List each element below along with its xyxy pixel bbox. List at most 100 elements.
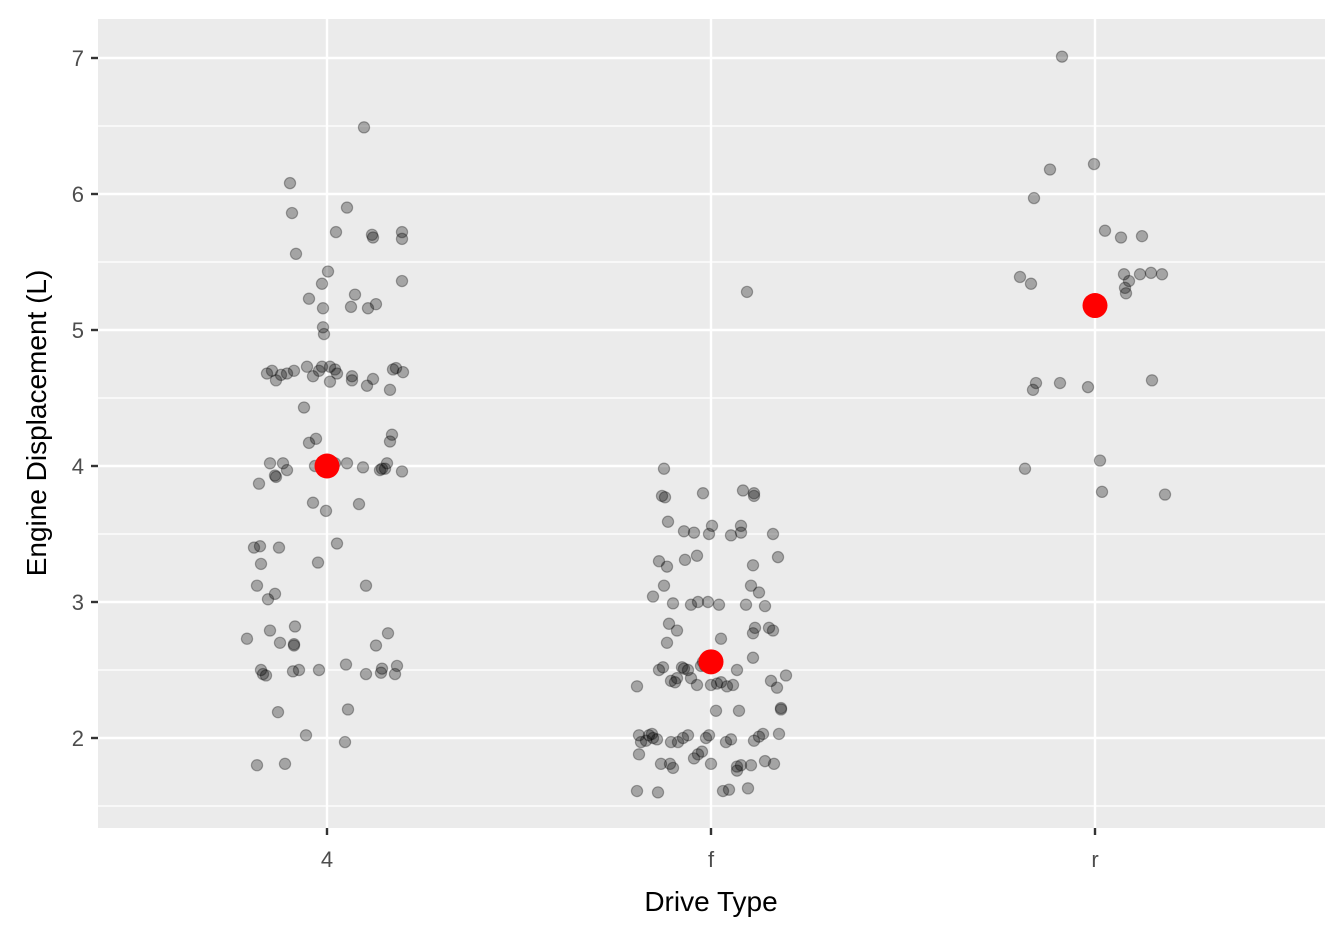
data-point — [250, 579, 264, 592]
data-point — [736, 484, 750, 497]
y-tick-label: 3 — [72, 590, 84, 615]
data-point — [766, 527, 780, 541]
data-point — [285, 206, 299, 220]
data-point — [664, 674, 678, 688]
data-point — [632, 729, 646, 742]
data-point — [366, 231, 380, 244]
data-point — [655, 489, 669, 503]
data-point — [395, 225, 409, 239]
data-point — [268, 469, 282, 482]
data-point — [662, 617, 676, 630]
data-point — [676, 731, 690, 745]
data-point — [660, 560, 674, 573]
data-point — [395, 274, 409, 288]
data-point — [1119, 287, 1133, 300]
data-point — [287, 637, 301, 651]
data-point — [670, 671, 684, 685]
data-point — [272, 541, 286, 554]
data-point — [365, 228, 379, 241]
data-point — [360, 379, 374, 392]
data-point — [756, 727, 770, 741]
data-point — [668, 676, 682, 689]
data-point — [675, 661, 689, 674]
data-point — [671, 735, 685, 749]
data-point — [1093, 454, 1107, 467]
data-point — [330, 367, 344, 380]
data-point — [383, 383, 397, 397]
data-point — [1114, 231, 1128, 244]
data-point — [252, 477, 266, 490]
y-tick-label: 5 — [72, 318, 84, 343]
data-point — [651, 786, 665, 799]
data-point — [730, 663, 744, 677]
data-point — [302, 436, 316, 450]
data-point — [657, 579, 671, 592]
data-point — [771, 550, 785, 564]
y-tick-label: 6 — [72, 182, 84, 207]
data-point — [375, 462, 389, 475]
data-point — [740, 285, 754, 299]
data-point — [739, 598, 753, 611]
data-point — [1135, 229, 1149, 243]
data-point — [287, 639, 301, 652]
data-point — [747, 487, 761, 500]
data-point — [300, 360, 314, 373]
data-point — [1024, 277, 1038, 290]
data-point — [340, 201, 354, 214]
data-point — [369, 639, 383, 652]
data-point — [280, 367, 294, 380]
data-point — [701, 595, 715, 609]
data-point — [704, 678, 718, 692]
data-point — [744, 579, 758, 592]
data-point — [702, 527, 716, 541]
data-point — [652, 663, 666, 677]
data-point — [1095, 485, 1109, 499]
data-point — [356, 461, 370, 474]
data-point — [395, 465, 409, 478]
data-point — [259, 669, 273, 682]
y-tick-label: 2 — [72, 726, 84, 751]
data-point — [632, 748, 646, 761]
data-point — [714, 632, 728, 645]
mean-point — [1082, 293, 1108, 319]
data-point — [366, 372, 380, 386]
data-point — [312, 364, 326, 377]
data-point — [380, 457, 394, 470]
data-point — [306, 370, 320, 383]
data-point — [329, 225, 343, 239]
data-point — [766, 624, 780, 637]
data-point — [650, 733, 664, 746]
data-point — [734, 526, 748, 539]
data-point — [691, 595, 705, 609]
data-point — [344, 300, 358, 314]
data-point — [287, 364, 301, 377]
data-point — [1158, 488, 1172, 501]
data-point — [1026, 383, 1040, 397]
data-point — [696, 487, 710, 500]
data-point — [642, 729, 656, 742]
x-tick-label: f — [708, 847, 715, 872]
data-point — [652, 555, 666, 568]
data-point — [378, 462, 392, 475]
data-point — [302, 292, 316, 305]
data-point — [254, 663, 268, 677]
data-point — [375, 662, 389, 675]
data-point — [657, 462, 671, 475]
data-point — [381, 627, 395, 640]
data-point — [1018, 462, 1032, 475]
data-point — [292, 663, 306, 677]
data-point — [359, 579, 373, 592]
data-point — [323, 360, 337, 373]
data-point — [340, 457, 354, 470]
data-point — [774, 703, 788, 716]
data-point — [280, 463, 294, 477]
y-tick-label: 7 — [72, 46, 84, 71]
data-point — [1029, 376, 1043, 390]
data-point — [702, 729, 716, 742]
data-point — [390, 659, 404, 673]
data-point — [758, 599, 772, 613]
data-point — [734, 759, 748, 772]
data-point — [663, 757, 677, 771]
data-point — [658, 491, 672, 504]
